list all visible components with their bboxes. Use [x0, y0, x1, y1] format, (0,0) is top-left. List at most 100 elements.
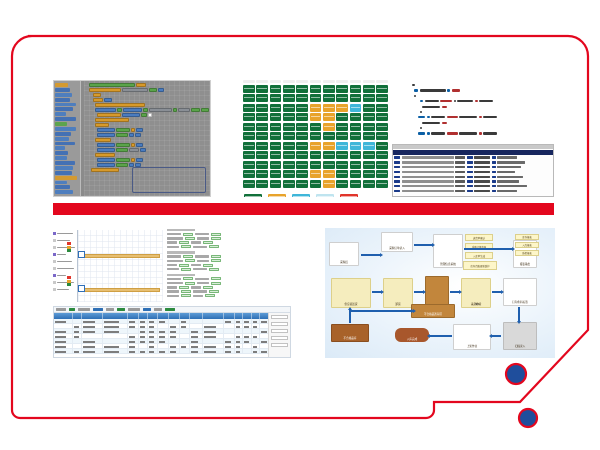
- table-cell[interactable]: [128, 334, 139, 338]
- blocks-palette[interactable]: [54, 81, 81, 196]
- code-block[interactable]: [116, 143, 130, 147]
- gantt-bar-0[interactable]: [82, 254, 160, 258]
- block-statement-row[interactable]: [85, 93, 209, 97]
- table-cell[interactable]: [224, 329, 235, 333]
- status-card-5-1[interactable]: [256, 123, 268, 131]
- status-card-1-8[interactable]: [350, 85, 362, 93]
- palette-block[interactable]: [55, 156, 67, 160]
- status-card-3-7[interactable]: [336, 104, 348, 112]
- table-cell[interactable]: [169, 349, 180, 353]
- table-cell[interactable]: [128, 329, 139, 333]
- code-block[interactable]: [95, 108, 116, 112]
- status-card-7-9[interactable]: [363, 142, 375, 150]
- status-card-11-8[interactable]: [350, 180, 362, 188]
- table-cell[interactable]: [224, 334, 235, 338]
- table-cell[interactable]: [180, 349, 191, 353]
- status-card-6-5[interactable]: [310, 132, 322, 140]
- code-block[interactable]: [97, 128, 115, 132]
- table-cell[interactable]: [180, 329, 191, 333]
- gantt-task-row[interactable]: [53, 246, 75, 249]
- status-card-7-8[interactable]: [350, 142, 362, 150]
- table-cell[interactable]: [82, 329, 103, 333]
- table-cell[interactable]: [252, 329, 261, 333]
- status-card-11-4[interactable]: [296, 180, 308, 188]
- table-cell[interactable]: [190, 349, 203, 353]
- status-card-10-8[interactable]: [350, 170, 362, 178]
- code-block[interactable]: [149, 88, 157, 92]
- table-cell[interactable]: [54, 334, 73, 338]
- table-cell[interactable]: [82, 344, 103, 348]
- status-card-8-8[interactable]: [350, 151, 362, 159]
- status-card-2-1[interactable]: [256, 94, 268, 102]
- table-cell[interactable]: [82, 339, 103, 343]
- block-statement-row[interactable]: [85, 88, 209, 92]
- block-statement-row[interactable]: [85, 103, 209, 107]
- status-card-7-0[interactable]: [243, 142, 255, 150]
- status-card-9-4[interactable]: [296, 161, 308, 169]
- status-card-9-1[interactable]: [256, 161, 268, 169]
- table-cell[interactable]: [139, 339, 148, 343]
- table-cell[interactable]: [203, 319, 224, 323]
- tag-inventory-update[interactable]: 库存台账更新维护: [463, 261, 497, 270]
- table-cell[interactable]: [203, 329, 224, 333]
- table-cell[interactable]: [252, 334, 261, 338]
- palette-block[interactable]: [55, 122, 67, 126]
- palette-block[interactable]: [55, 93, 72, 97]
- table-cell[interactable]: [82, 319, 103, 323]
- code-block[interactable]: [131, 128, 135, 132]
- table-cell[interactable]: [203, 324, 224, 328]
- table-cell[interactable]: [224, 349, 235, 353]
- code-block[interactable]: [129, 133, 134, 137]
- table-cell[interactable]: [148, 319, 159, 323]
- status-card-11-10[interactable]: [376, 180, 388, 188]
- status-card-4-7[interactable]: [336, 113, 348, 121]
- status-card-5-9[interactable]: [363, 123, 375, 131]
- table-cell[interactable]: [252, 339, 261, 343]
- status-card-8-6[interactable]: [323, 151, 335, 159]
- table-cell[interactable]: [128, 344, 139, 348]
- status-card-5-0[interactable]: [243, 123, 255, 131]
- palette-block[interactable]: [55, 83, 68, 87]
- toolbar-item-0[interactable]: [56, 308, 66, 311]
- status-card-9-7[interactable]: [336, 161, 348, 169]
- status-card-8-4[interactable]: [296, 151, 308, 159]
- table-cell[interactable]: [54, 319, 73, 323]
- status-card-10-1[interactable]: [256, 170, 268, 178]
- palette-block[interactable]: [55, 103, 76, 107]
- code-block[interactable]: [122, 113, 140, 117]
- log-row[interactable]: [393, 180, 553, 183]
- status-card-2-0[interactable]: [243, 94, 255, 102]
- block-statement-row[interactable]: [85, 153, 209, 157]
- palette-block[interactable]: [55, 127, 76, 131]
- table-cell[interactable]: [203, 339, 224, 343]
- table-cell[interactable]: [82, 334, 103, 338]
- status-card-8-3[interactable]: [283, 151, 295, 159]
- status-card-1-4[interactable]: [296, 85, 308, 93]
- gantt-task-row[interactable]: [53, 232, 75, 235]
- table-cell[interactable]: [180, 334, 191, 338]
- tree-toggle[interactable]: [53, 260, 56, 263]
- table-cell[interactable]: [139, 329, 148, 333]
- tree-toggle[interactable]: [53, 281, 56, 284]
- toolbar-item-1[interactable]: [69, 308, 75, 311]
- status-card-5-5[interactable]: [310, 123, 322, 131]
- status-card-6-3[interactable]: [283, 132, 295, 140]
- status-card-6-1[interactable]: [256, 132, 268, 140]
- code-block[interactable]: [89, 88, 121, 92]
- block-statement-row[interactable]: [85, 128, 209, 132]
- status-card-1-5[interactable]: [310, 85, 322, 93]
- status-card-9-2[interactable]: [270, 161, 282, 169]
- status-card-6-2[interactable]: [270, 132, 282, 140]
- code-block[interactable]: [91, 168, 119, 172]
- palette-block[interactable]: [55, 117, 76, 121]
- status-card-4-4[interactable]: [296, 113, 308, 121]
- table-cell[interactable]: [190, 334, 203, 338]
- toolbar-item-5[interactable]: [117, 308, 125, 311]
- palette-block[interactable]: [55, 137, 69, 141]
- table-cell[interactable]: [243, 344, 252, 348]
- palette-block[interactable]: [55, 151, 68, 155]
- table-cell[interactable]: [169, 334, 180, 338]
- status-card-8-1[interactable]: [256, 151, 268, 159]
- status-card-4-8[interactable]: [350, 113, 362, 121]
- status-card-10-4[interactable]: [296, 170, 308, 178]
